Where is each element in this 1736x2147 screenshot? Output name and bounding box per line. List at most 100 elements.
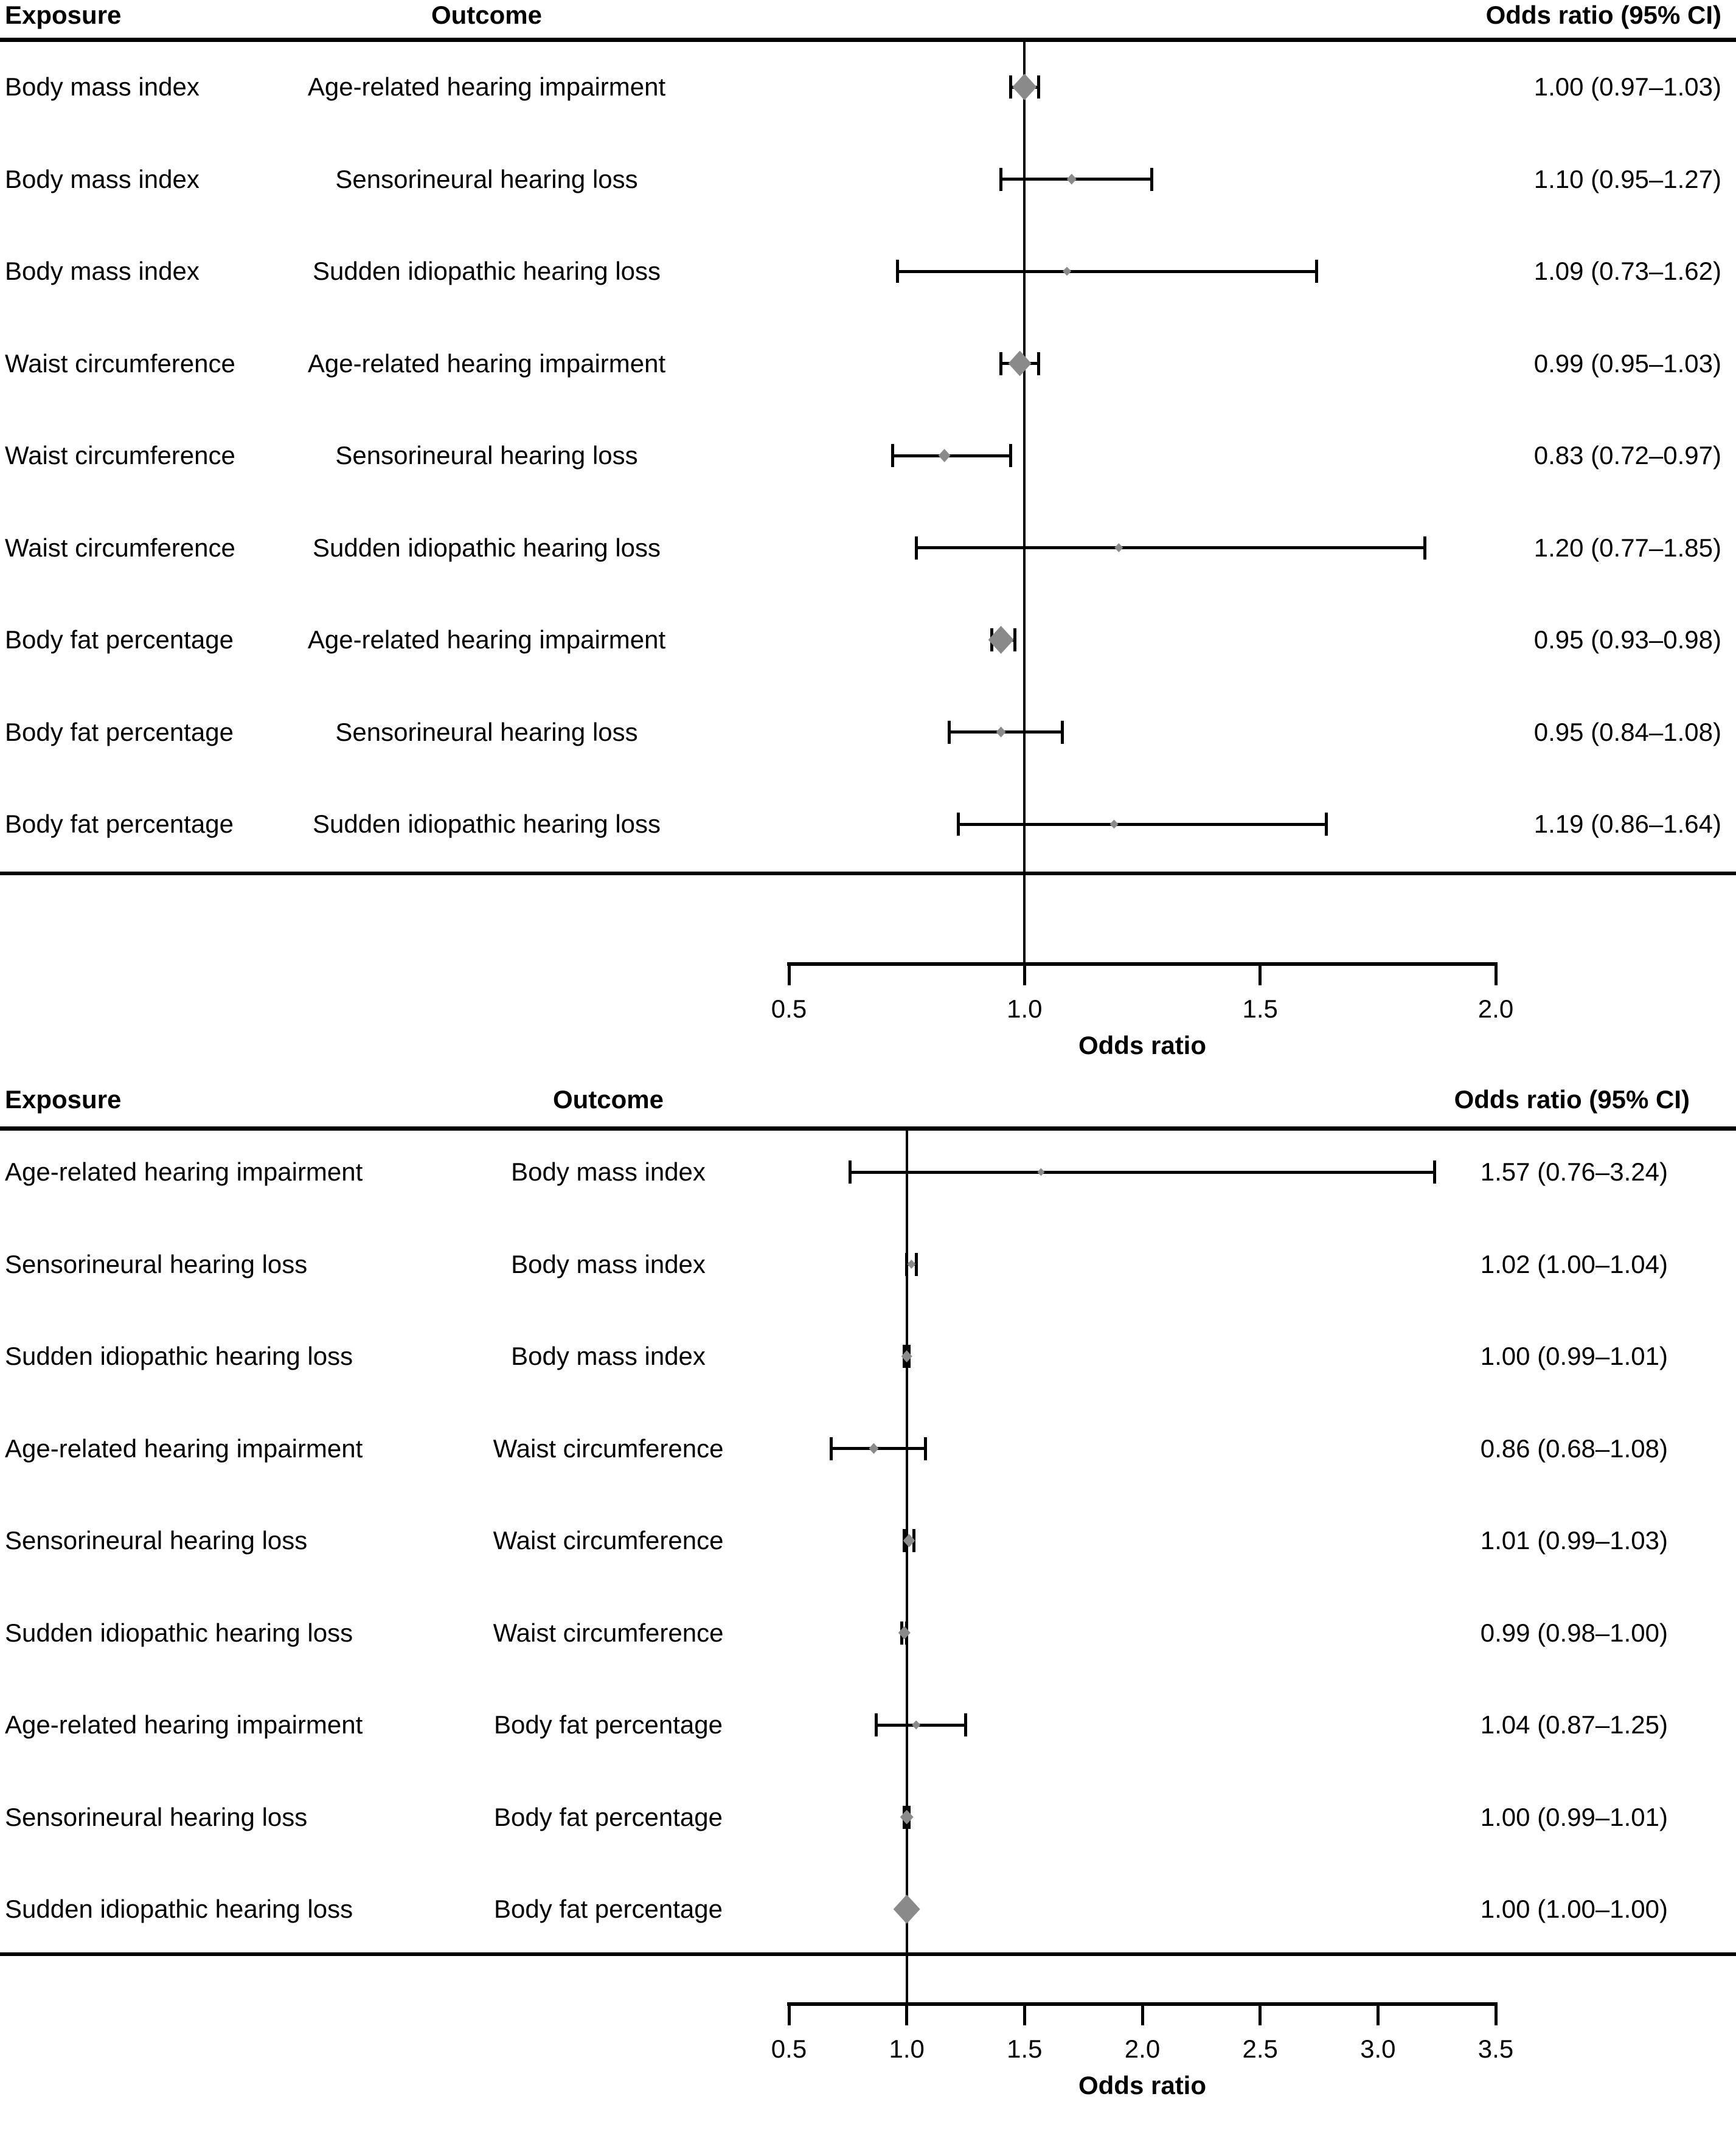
- ci-cap-left: [957, 813, 960, 836]
- exposure-label: Age-related hearing impairment: [5, 1157, 363, 1186]
- ci-line: [850, 1170, 1435, 1174]
- ci-cap-left: [947, 720, 951, 744]
- odds-ratio-value: 1.19 (0.86–1.64): [1533, 810, 1721, 838]
- x-axis-tick-label: 2.0: [1124, 2034, 1161, 2063]
- x-axis-tick: [787, 2006, 791, 2025]
- diamond-marker: [903, 1534, 915, 1547]
- x-axis-tick-label: 1.5: [1007, 2034, 1043, 2063]
- odds-ratio-value: 0.95 (0.93–0.98): [1533, 625, 1721, 654]
- odds-ratio-column-header: Odds ratio (95% CI): [1454, 1085, 1690, 1114]
- odds-ratio-value: 1.00 (0.99–1.01): [1480, 1342, 1668, 1370]
- ci-cap-right: [1432, 1160, 1436, 1184]
- ci-cap-left: [895, 260, 899, 283]
- ci-cap-left: [1009, 75, 1012, 99]
- outcome-column-header: Outcome: [552, 1085, 664, 1114]
- outcome-label: Body fat percentage: [494, 1802, 723, 1831]
- ci-line: [897, 269, 1317, 273]
- x-axis-tick: [1494, 966, 1498, 985]
- ci-cap-right: [1009, 444, 1012, 467]
- odds-ratio-value: 0.86 (0.68–1.08): [1480, 1434, 1668, 1463]
- exposure-label: Waist circumference: [5, 349, 235, 378]
- x-axis-tick: [905, 2006, 909, 2025]
- x-axis-tick: [1141, 2006, 1144, 2025]
- outcome-label: Sudden idiopathic hearing loss: [312, 533, 661, 562]
- odds-ratio-value: 1.01 (0.99–1.03): [1480, 1526, 1668, 1555]
- ci-cap-left: [905, 1252, 909, 1276]
- reference-line: [1023, 38, 1026, 966]
- outcome-label: Age-related hearing impairment: [307, 349, 666, 378]
- odds-ratio-value: 0.99 (0.98–1.00): [1480, 1618, 1668, 1647]
- diamond-marker: [869, 1443, 879, 1454]
- ci-cap-right: [1037, 352, 1041, 375]
- ci-cap-left: [891, 444, 894, 467]
- x-axis-tick-label: 1.0: [1007, 994, 1043, 1023]
- ci-cap-left: [999, 352, 1003, 375]
- odds-ratio-value: 0.99 (0.95–1.03): [1533, 349, 1721, 378]
- diamond-marker: [938, 449, 951, 462]
- outcome-label: Body fat percentage: [494, 1710, 723, 1739]
- x-axis-tick-label: 0.5: [771, 2034, 807, 2063]
- odds-ratio-value: 1.57 (0.76–3.24): [1480, 1157, 1668, 1186]
- ci-line: [916, 546, 1425, 549]
- ci-cap-right: [924, 1437, 928, 1460]
- outcome-label: Body mass index: [511, 1342, 706, 1370]
- outcome-label: Age-related hearing impairment: [307, 625, 666, 654]
- odds-ratio-value: 1.00 (0.97–1.03): [1533, 72, 1721, 101]
- odds-ratio-value: 1.00 (0.99–1.01): [1480, 1802, 1668, 1831]
- x-axis-tick: [787, 966, 791, 985]
- x-axis-tick-label: 0.5: [771, 994, 807, 1023]
- diamond-marker: [1008, 350, 1032, 376]
- diamond-marker: [901, 1350, 912, 1362]
- diamond-marker: [1012, 74, 1037, 100]
- x-axis-tick: [1494, 2006, 1498, 2025]
- outcome-label: Body mass index: [511, 1249, 706, 1278]
- ci-cap-right: [1060, 720, 1064, 744]
- exposure-label: Sudden idiopathic hearing loss: [5, 1895, 353, 1923]
- exposure-label: Sudden idiopathic hearing loss: [5, 1618, 353, 1647]
- reference-line: [905, 1126, 908, 2006]
- ci-cap-right: [1324, 813, 1328, 836]
- ci-line: [958, 822, 1327, 826]
- outcome-label: Body fat percentage: [494, 1895, 723, 1923]
- x-axis-tick: [1023, 966, 1026, 985]
- ci-cap-left: [914, 536, 918, 560]
- diamond-marker: [900, 1809, 914, 1825]
- x-axis-tick-label: 3.5: [1477, 2034, 1514, 2063]
- odds-ratio-value: 1.10 (0.95–1.27): [1533, 164, 1721, 193]
- diamond-marker: [907, 1260, 916, 1269]
- outcome-label: Waist circumference: [493, 1618, 724, 1647]
- exposure-column-header: Exposure: [5, 1085, 122, 1114]
- x-axis-tick: [1023, 2006, 1026, 2025]
- outcome-label: Sudden idiopathic hearing loss: [312, 257, 661, 285]
- exposure-label: Body fat percentage: [5, 810, 234, 838]
- exposure-label: Waist circumference: [5, 441, 235, 470]
- exposure-label: Sensorineural hearing loss: [5, 1249, 308, 1278]
- x-axis-tick-label: 2.5: [1242, 2034, 1278, 2063]
- header-rule: [0, 38, 1736, 42]
- diamond-marker: [912, 1720, 921, 1730]
- outcome-label: Sensorineural hearing loss: [335, 441, 638, 470]
- odds-ratio-value: 0.83 (0.72–0.97): [1533, 441, 1721, 470]
- outcome-label: Body mass index: [511, 1157, 706, 1186]
- ci-cap-right: [1013, 628, 1017, 651]
- exposure-column-header: Exposure: [5, 1, 122, 29]
- diamond-marker: [1066, 173, 1077, 185]
- footer-rule: [0, 872, 1736, 875]
- x-axis-tick: [1259, 2006, 1262, 2025]
- x-axis-tick-label: 3.0: [1360, 2034, 1396, 2063]
- outcome-label: Sudden idiopathic hearing loss: [312, 810, 661, 838]
- diamond-marker: [996, 726, 1006, 738]
- odds-ratio-value: 0.95 (0.84–1.08): [1533, 717, 1721, 746]
- x-axis-tick-label: 2.0: [1477, 994, 1514, 1023]
- ci-cap-right: [1315, 260, 1319, 283]
- exposure-label: Sudden idiopathic hearing loss: [5, 1342, 353, 1370]
- outcome-label: Waist circumference: [493, 1434, 724, 1463]
- ci-cap-left: [849, 1160, 852, 1184]
- x-axis-tick-label: 1.0: [889, 2034, 925, 2063]
- odds-ratio-value: 1.20 (0.77–1.85): [1533, 533, 1721, 562]
- outcome-label: Waist circumference: [493, 1526, 724, 1555]
- odds-ratio-value: 1.04 (0.87–1.25): [1480, 1710, 1668, 1739]
- x-axis-line: [787, 962, 1498, 966]
- diamond-marker: [1063, 266, 1072, 276]
